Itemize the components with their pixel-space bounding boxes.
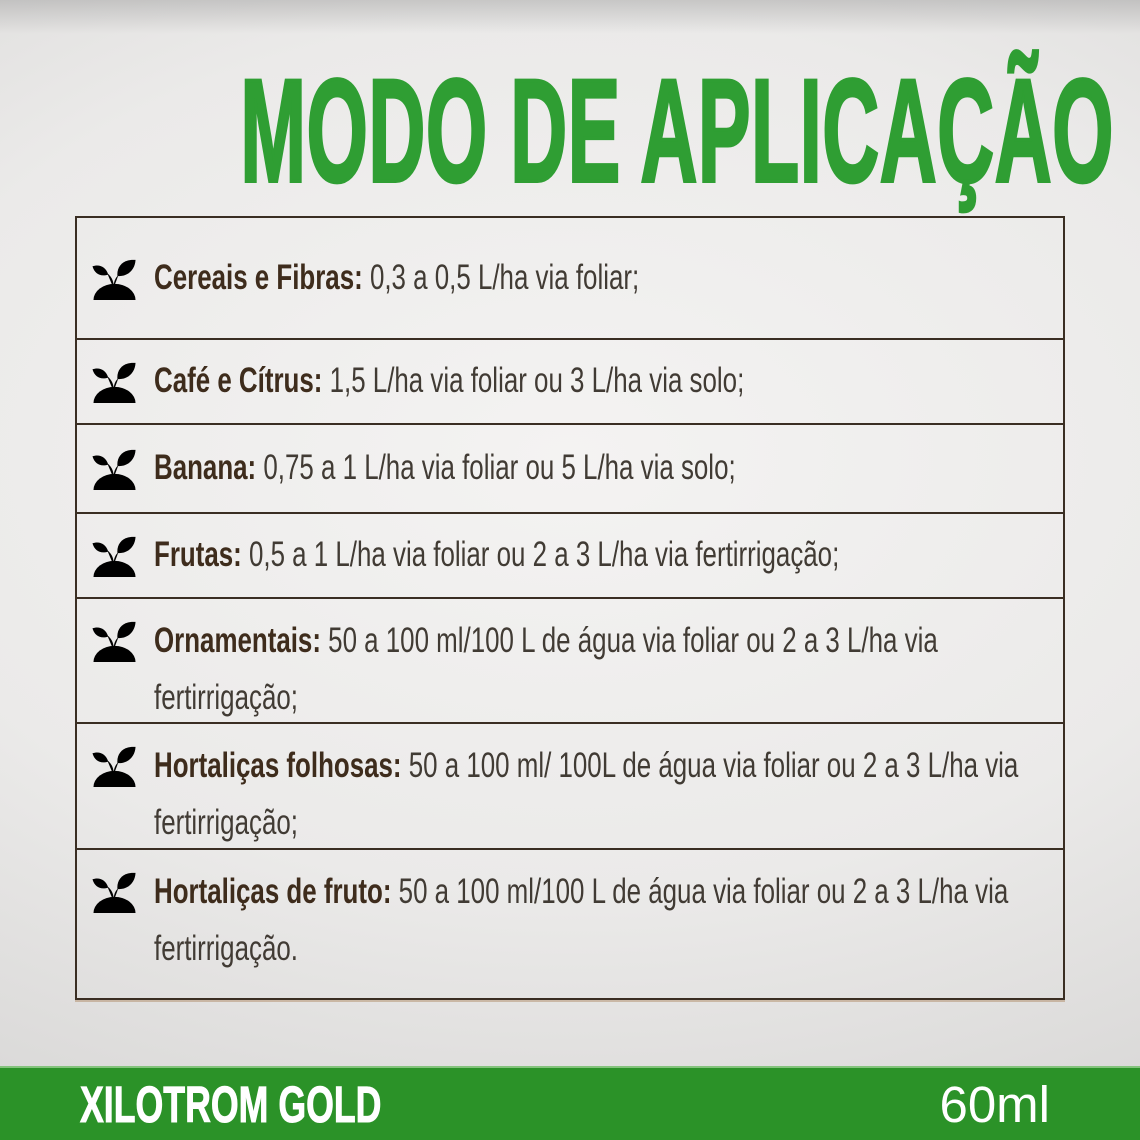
product-name: XILOTROM GOLD: [80, 1075, 382, 1133]
table-row: Ornamentais: 50 a 100 ml/100 L de água v…: [77, 597, 1063, 722]
table-row: Banana: 0,75 a 1 L/ha via foliar ou 5 L/…: [77, 423, 1063, 512]
crop-dosage: 50 a 100 ml/100 L de água via foliar ou …: [154, 872, 1009, 968]
row-text: Hortaliças folhosas: 50 a 100 ml/ 100L d…: [154, 738, 1059, 848]
application-table: Cereais e Fibras: 0,3 a 0,5 L/ha via fol…: [75, 216, 1065, 1000]
crop-dosage: 0,75 a 1 L/ha via foliar ou 5 L/ha via s…: [263, 448, 736, 488]
seedling-icon: [91, 743, 138, 788]
seedling-icon: [91, 446, 138, 491]
crop-label: Hortaliças de fruto:: [154, 872, 392, 911]
crop-dosage: 0,3 a 0,5 L/ha via foliar;: [369, 257, 640, 297]
table-row: Hortaliças de fruto: 50 a 100 ml/100 L d…: [77, 848, 1063, 998]
table-row: Café e Cítrus: 1,5 L/ha via foliar ou 3 …: [77, 338, 1063, 423]
seedling-icon: [91, 533, 138, 578]
crop-label: Cereais e Fibras:: [154, 257, 363, 297]
crop-label: Frutas:: [154, 535, 242, 575]
footer-bar: XILOTROM GOLD 60ml: [0, 1066, 1140, 1140]
crop-label: Hortaliças folhosas:: [154, 746, 402, 785]
row-text: Frutas: 0,5 a 1 L/ha via foliar ou 2 a 3…: [154, 527, 1059, 584]
page-title-text: MODO DE APLICAÇÃO: [239, 49, 1115, 213]
product-volume: 60ml: [939, 1075, 1050, 1133]
page-title: MODO DE APLICAÇÃO: [0, 52, 1140, 209]
row-text: Café e Cítrus: 1,5 L/ha via foliar ou 3 …: [154, 353, 1059, 410]
row-text: Hortaliças de fruto: 50 a 100 ml/100 L d…: [154, 864, 1059, 977]
row-text: Ornamentais: 50 a 100 ml/100 L de água v…: [154, 613, 1059, 722]
row-text: Banana: 0,75 a 1 L/ha via foliar ou 5 L/…: [154, 440, 1059, 497]
crop-label: Café e Cítrus:: [154, 361, 323, 401]
row-text: Cereais e Fibras: 0,3 a 0,5 L/ha via fol…: [154, 250, 1059, 307]
crop-label: Ornamentais:: [154, 621, 321, 660]
table-row: Frutas: 0,5 a 1 L/ha via foliar ou 2 a 3…: [77, 512, 1063, 597]
crop-dosage: 0,5 a 1 L/ha via foliar ou 2 a 3 L/ha vi…: [248, 535, 840, 575]
crop-label: Banana:: [154, 448, 257, 488]
crop-dosage: 50 a 100 ml/100 L de água via foliar ou …: [154, 621, 938, 717]
crop-dosage: 50 a 100 ml/ 100L de água via foliar ou …: [154, 746, 1019, 842]
seedling-icon: [91, 618, 138, 663]
seedling-icon: [91, 359, 138, 404]
table-row: Cereais e Fibras: 0,3 a 0,5 L/ha via fol…: [77, 218, 1063, 338]
seedling-icon: [91, 869, 138, 914]
crop-dosage: 1,5 L/ha via foliar ou 3 L/ha via solo;: [329, 361, 745, 401]
table-row: Hortaliças folhosas: 50 a 100 ml/ 100L d…: [77, 722, 1063, 848]
seedling-icon: [91, 256, 138, 301]
